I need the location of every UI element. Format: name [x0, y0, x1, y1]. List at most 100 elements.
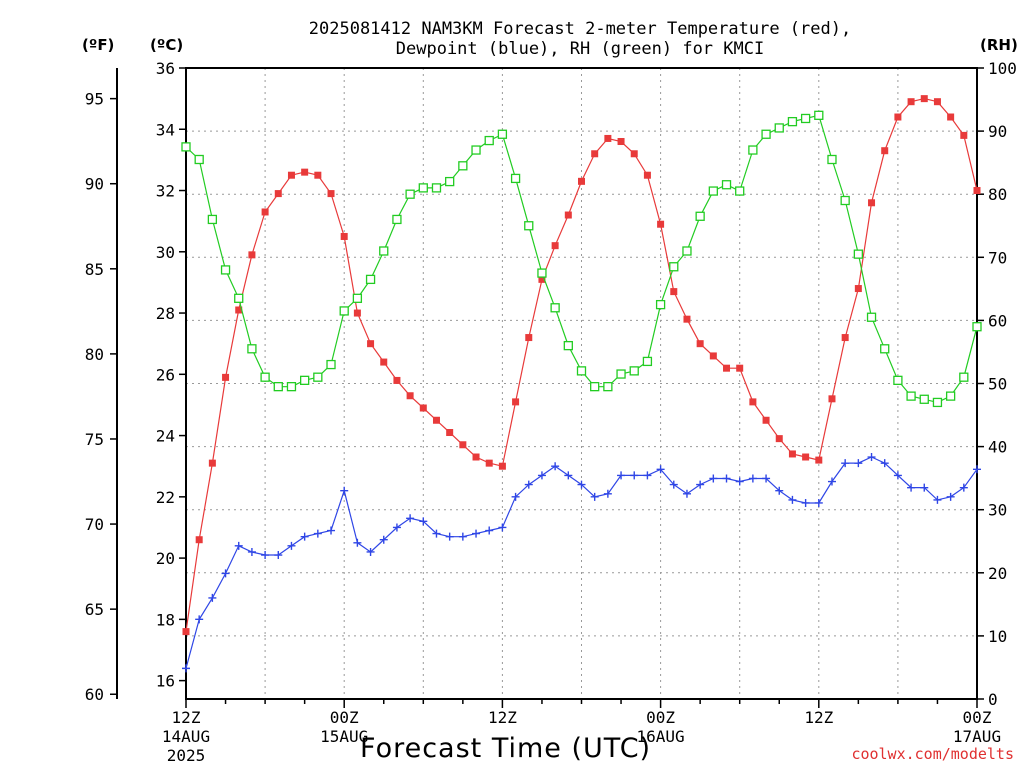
celsius-unit-label: (ºC) — [150, 36, 184, 54]
temperature-point — [459, 441, 467, 449]
rh-point — [365, 274, 376, 285]
rh-point — [642, 356, 653, 367]
temperature-point — [933, 98, 941, 106]
fahrenheit-tick-label: 65 — [85, 600, 104, 619]
rh-point — [431, 183, 442, 193]
rh-point — [524, 221, 534, 231]
rh-point — [708, 186, 718, 196]
temperature-point — [591, 150, 599, 158]
rh-point — [563, 340, 573, 351]
dewpoint-point — [617, 471, 626, 480]
dewpoint-point — [590, 492, 599, 501]
fahrenheit-tick-label: 95 — [85, 90, 104, 109]
temperature-point — [472, 453, 480, 461]
dewpoint-point — [327, 526, 336, 535]
fahrenheit-tick-label: 60 — [85, 685, 104, 704]
dewpoint-point — [748, 474, 757, 483]
temperature-point — [736, 364, 744, 372]
x-tick-label-year: 2025 — [167, 746, 206, 765]
rh-point — [721, 180, 732, 190]
dewpoint-point — [973, 465, 981, 474]
rh-point — [603, 382, 613, 392]
dewpoint-point — [406, 514, 415, 523]
rh-point — [695, 211, 705, 221]
rh-point — [484, 135, 494, 146]
dewpoint-point — [801, 498, 810, 507]
rh-point — [247, 344, 257, 354]
rh-point — [550, 303, 560, 313]
temperature-point — [327, 190, 335, 198]
dewpoint-point — [392, 523, 401, 532]
rh-tick-label: 30 — [988, 501, 1007, 520]
temperature-point — [973, 187, 981, 195]
temperature-point — [578, 177, 585, 185]
dewpoint-point — [274, 551, 283, 560]
dewpoint-point — [814, 498, 823, 507]
temperature-point — [235, 306, 243, 314]
temperature-point — [538, 275, 546, 283]
celsius-tick-label: 20 — [156, 549, 175, 568]
dewpoint-point — [946, 492, 955, 501]
dewpoint-point — [603, 489, 612, 498]
rh-point — [774, 123, 784, 133]
temperature-point — [340, 232, 348, 240]
dewpoint-point — [537, 471, 546, 480]
dewpoint-point — [564, 471, 573, 480]
dewpoint-point — [841, 459, 850, 468]
temperature-point — [419, 404, 427, 412]
rh-point — [313, 372, 323, 382]
temperature-point — [894, 113, 902, 121]
rh-point — [510, 173, 521, 184]
temperature-point — [762, 416, 770, 424]
temperature-point — [222, 373, 230, 381]
rh-point — [945, 391, 956, 401]
x-tick-label-date: 14AUG — [162, 727, 210, 746]
dewpoint-point — [827, 477, 836, 486]
celsius-tick-label: 24 — [156, 427, 175, 446]
temperature-point — [301, 168, 309, 176]
temperature-point — [630, 150, 638, 158]
dewpoint-point — [696, 480, 705, 489]
rh-point — [814, 110, 824, 120]
rh-point — [458, 161, 468, 171]
rh-unit-label: (RH) — [980, 36, 1018, 54]
dewpoint-point — [854, 459, 863, 468]
rh-point — [761, 129, 771, 139]
rh-point — [260, 372, 270, 382]
dewpoint-point — [313, 529, 322, 538]
rh-point — [840, 195, 850, 206]
temperature-point — [208, 459, 216, 467]
dewpoint-point — [920, 483, 929, 492]
dewpoint-point — [959, 483, 968, 492]
temperature-point — [683, 315, 691, 323]
temperature-point — [617, 138, 625, 146]
dewpoint-point — [775, 486, 784, 495]
rh-tick-label: 50 — [988, 375, 1007, 394]
x-tick-label-date: 17AUG — [953, 727, 1001, 746]
temperature-point — [723, 364, 731, 372]
rh-point — [893, 375, 903, 385]
rh-point — [959, 372, 969, 382]
fahrenheit-tick-label: 75 — [85, 430, 104, 449]
credit-link[interactable]: coolwx.com/modelts — [851, 745, 1014, 763]
rh-point — [194, 154, 204, 165]
temperature-point — [696, 340, 704, 348]
fahrenheit-unit-label: (ºF) — [82, 36, 115, 54]
temperature-point — [960, 131, 968, 139]
celsius-tick-label: 32 — [156, 182, 175, 201]
temperature-point — [788, 450, 796, 458]
rh-point — [181, 142, 191, 152]
fahrenheit-tick-label: 90 — [85, 175, 104, 194]
rh-tick-label: 0 — [988, 690, 998, 709]
rh-point — [445, 176, 455, 187]
temperature-point — [920, 95, 928, 103]
rh-point — [682, 246, 692, 256]
dewpoint-point — [208, 593, 217, 602]
rh-tick-label: 40 — [988, 438, 1007, 457]
celsius-tick-label: 26 — [156, 365, 175, 384]
dewpoint-point — [472, 529, 481, 538]
temperature-point — [947, 113, 955, 121]
temperature-point — [709, 352, 717, 360]
dewpoint-point — [366, 547, 375, 556]
rh-point — [379, 246, 389, 256]
